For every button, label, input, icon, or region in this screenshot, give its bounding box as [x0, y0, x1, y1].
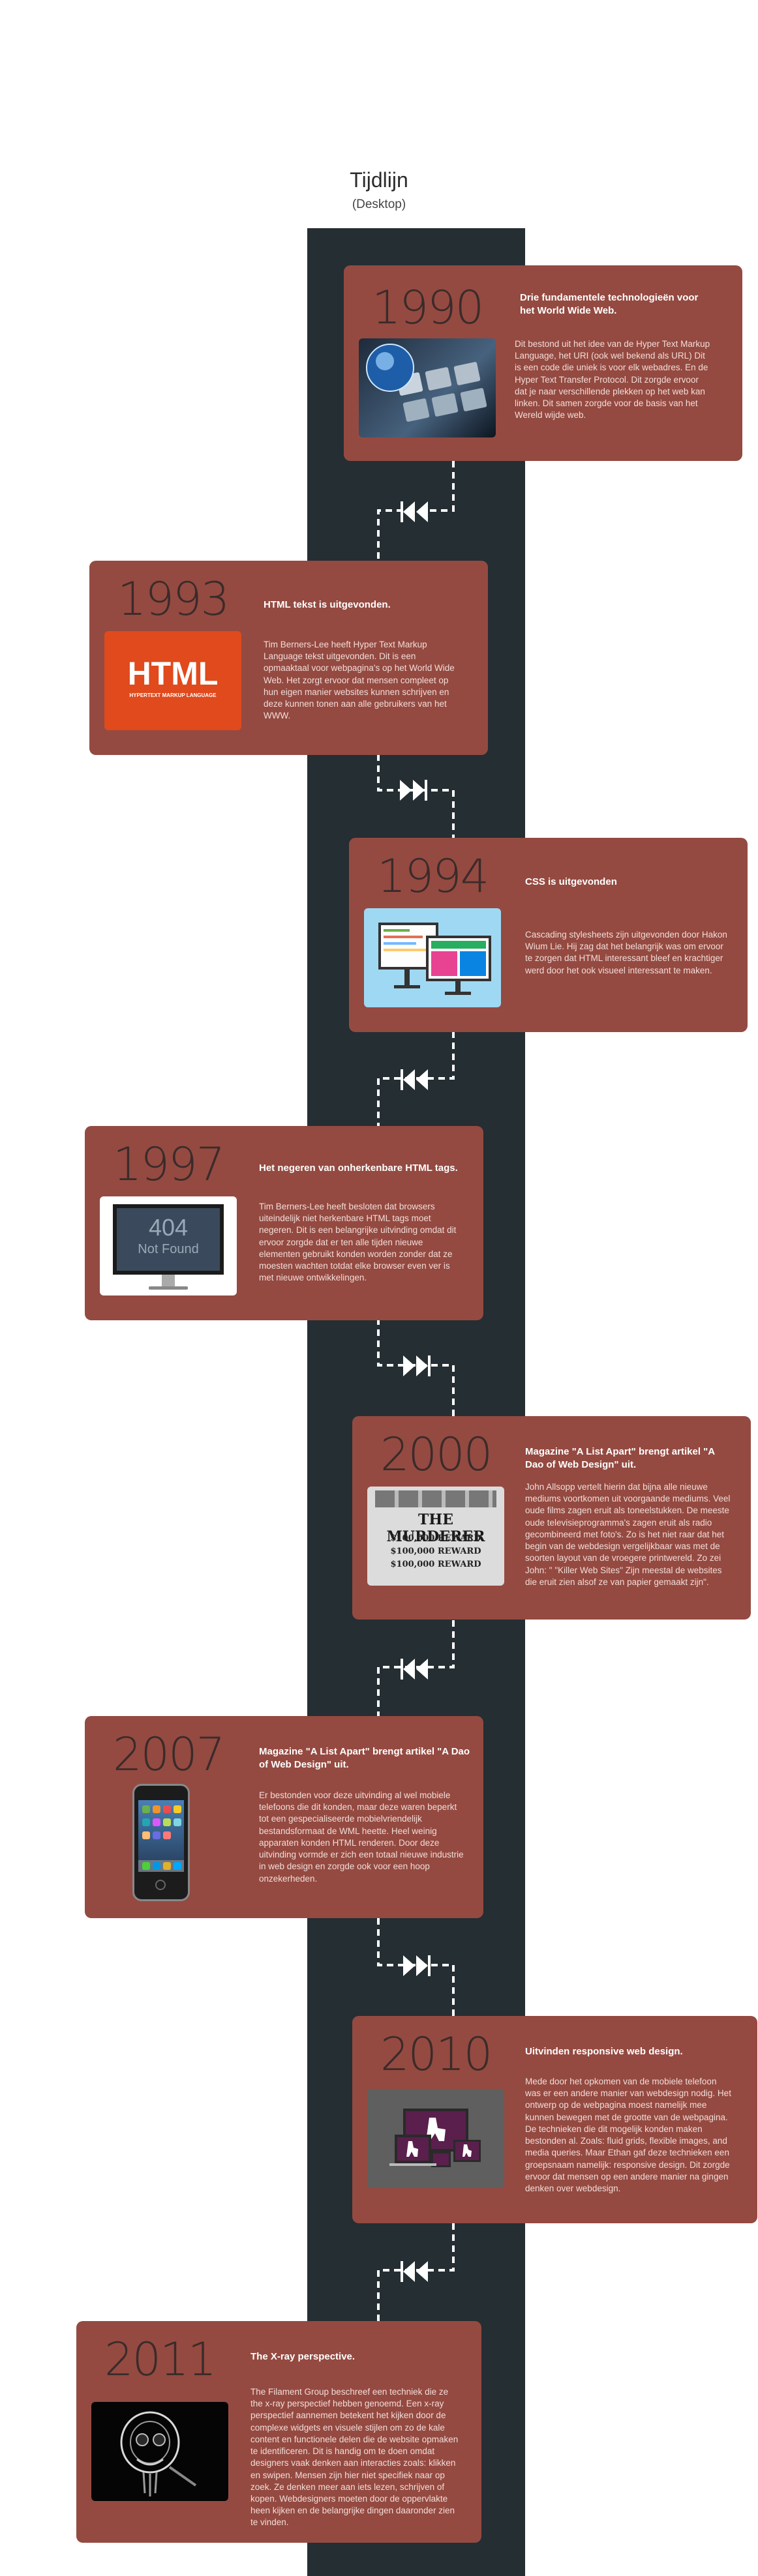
xray-skull-image — [91, 2402, 228, 2501]
card-title: Magazine "A List Apart" brengt artikel "… — [259, 1746, 470, 1771]
timeline-card-1994: 1994 CSS is uitgevonden Cascading styles… — [349, 838, 748, 1032]
iphone-image — [132, 1784, 190, 1901]
card-title: Magazine "A List Apart" brengt artikel "… — [525, 1446, 715, 1471]
card-year: 2011 — [104, 2333, 217, 2386]
card-title: The X-ray perspective. — [250, 2351, 356, 2362]
monitor-screen: 404 Not Found — [113, 1204, 224, 1275]
card-title: Drie fundamentele technologieën voor het… — [520, 292, 699, 317]
monitor-base — [149, 1286, 188, 1290]
fast-forward-icon — [403, 1955, 431, 1976]
timeline-card-1997: 1997 Het negeren van onherkenbare HTML t… — [85, 1126, 483, 1320]
timeline-card-2007: 2007 Magazine "A List Apart" brengt arti… — [85, 1716, 483, 1918]
home-button — [155, 1880, 166, 1890]
monitors-icon — [378, 923, 491, 995]
html-logo-sublabel: HYPERTEXT MARKUP LANGUAGE — [129, 692, 217, 698]
html-logo-image: HTML HYPERTEXT MARKUP LANGUAGE — [104, 631, 241, 730]
card-text: Tim Berners-Lee heeft Hyper Text Markup … — [264, 640, 455, 721]
fast-forward-icon — [400, 780, 427, 801]
card-year: 2007 — [113, 1728, 225, 1781]
prev-button[interactable] — [395, 1065, 436, 1094]
newspaper-photos — [375, 1490, 496, 1507]
css-monitors-image — [364, 908, 501, 1007]
card-text: The Filament Group beschreef een technie… — [250, 2387, 459, 2528]
card-year: 1990 — [372, 281, 484, 334]
prev-button[interactable] — [395, 2257, 436, 2286]
card-text: Cascading stylesheets zijn uitgevonden d… — [525, 930, 727, 975]
app-grid-icon — [138, 1805, 184, 1872]
rewind-icon — [401, 1659, 428, 1680]
keyboard-globe-icon — [366, 344, 487, 422]
prev-button[interactable] — [395, 497, 436, 526]
card-text: Er bestonden voor deze uitvinding al wel… — [259, 1790, 464, 1884]
connector-6 — [377, 1918, 455, 2016]
rewind-icon — [401, 1069, 428, 1090]
connector-1 — [377, 461, 455, 561]
newspaper-reward-3: $100,000 REWARD — [390, 1560, 481, 1569]
newspaper-reward-2: $100,000 REWARD — [390, 1547, 481, 1556]
error-label: Not Found — [138, 1242, 199, 1256]
rewind-icon — [401, 501, 428, 522]
timeline-card-1993: 1993 HTML tekst is uitgevonden. HTML HYP… — [89, 561, 488, 755]
html-logo-label: HTML — [127, 655, 219, 692]
page-subtitle: (Desktop) — [352, 198, 406, 211]
timeline-card-2000: 2000 Magazine "A List Apart" brengt arti… — [352, 1416, 751, 1620]
timeline-card-2011: 2011 The X-ray perspective. The Filament… — [76, 2321, 481, 2543]
card-year: 1993 — [117, 572, 230, 626]
card-title: Uitvinden responsive web design. — [525, 2046, 683, 2057]
monitor-stand — [162, 1275, 175, 1286]
newspaper-image: THE MURDERER $100,000 REWARD $100,000 RE… — [367, 1487, 504, 1586]
connector-4 — [377, 1318, 455, 1416]
connector-7 — [377, 2223, 455, 2321]
responsive-devices-icon — [389, 2109, 481, 2167]
newspaper-reward-1: $100,000 REWARD — [390, 1533, 481, 1543]
connector-2 — [377, 754, 455, 839]
card-text: Dit bestond uit het idee van de Hyper Te… — [515, 339, 710, 421]
error-code: 404 — [148, 1214, 189, 1241]
timeline-card-1990: 1990 Drie fundamentele technologieën voo… — [344, 265, 742, 461]
fast-forward-icon — [403, 1355, 431, 1376]
prev-button[interactable] — [395, 1655, 436, 1683]
connector-5 — [377, 1620, 455, 1717]
card-text: Mede door het opkomen van de mobiele tel… — [525, 2077, 731, 2193]
next-button[interactable] — [395, 1352, 436, 1380]
responsive-devices-image — [367, 2089, 504, 2188]
newspaper-headline: THE MURDERER — [386, 1511, 485, 1545]
timeline-card-2010: 2010 Uitvinden responsive web design. Me… — [352, 2016, 757, 2223]
connector-3 — [377, 1031, 455, 1128]
card-title: HTML tekst is uitgevonden. — [264, 599, 391, 610]
card-year: 2010 — [380, 2028, 493, 2081]
rewind-icon — [401, 2261, 428, 2282]
card-text: Tim Berners-Lee heeft besloten dat brows… — [259, 1202, 457, 1283]
card-year: 1997 — [113, 1138, 225, 1191]
card-year: 1994 — [377, 850, 489, 903]
next-button[interactable] — [391, 776, 433, 805]
page-title: Tijdlijn — [350, 168, 408, 192]
not-found-image: 404 Not Found — [100, 1196, 237, 1295]
card-year: 2000 — [380, 1428, 493, 1481]
next-button[interactable] — [395, 1951, 436, 1980]
iphone-screen — [138, 1800, 184, 1872]
keyboard-globe-image — [359, 338, 496, 437]
card-title: CSS is uitgevonden — [525, 876, 617, 887]
card-text: John Allsopp vertelt hierin dat bijna al… — [525, 1482, 731, 1587]
xray-skull-icon — [120, 2411, 197, 2496]
card-title: Het negeren van onherkenbare HTML tags. — [259, 1162, 458, 1174]
